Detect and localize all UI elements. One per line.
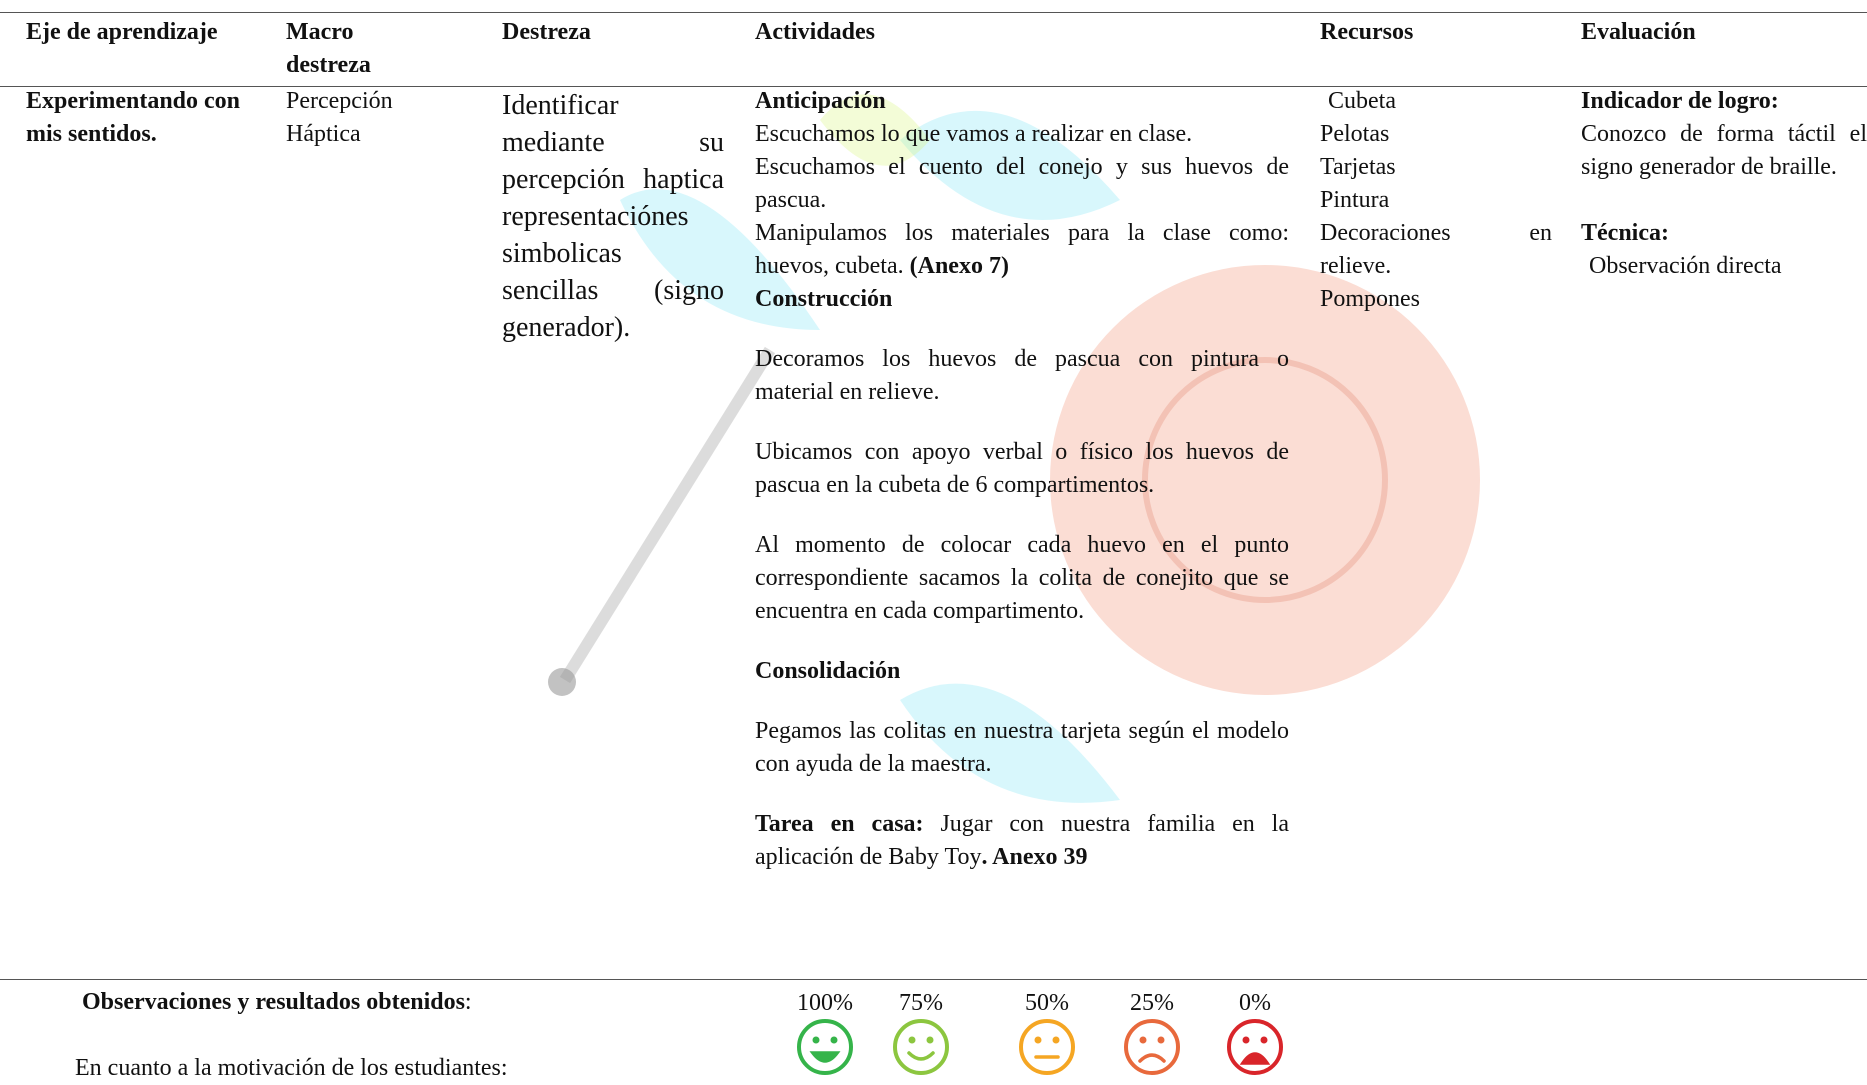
indicator-title: Indicador de logro: <box>1581 88 1779 114</box>
scale-label: 25% <box>1130 990 1174 1016</box>
mouth <box>907 1051 935 1061</box>
motivation: En cuanto a la motivación de los estudia… <box>75 1055 508 1081</box>
header-cell: Actividades <box>755 19 875 45</box>
colon: : <box>464 989 472 1015</box>
observations-title: Observaciones y resultados obtenidos: <box>82 986 472 1019</box>
eye <box>926 1036 934 1044</box>
resource: Pompones <box>1320 286 1421 312</box>
section-title: Construcción <box>755 286 893 312</box>
eye <box>830 1036 838 1044</box>
face-outline <box>1019 1019 1075 1075</box>
paragraph: Decoramos los huevos de pascua con pintu… <box>755 346 1289 405</box>
mouth <box>1239 1052 1271 1065</box>
scale-label: 100% <box>797 990 853 1016</box>
paragraph: Ubicamos con apoyo verbal o físico los h… <box>755 439 1289 498</box>
resource: Tarjetas <box>1320 154 1396 180</box>
paragraph: Pegamos las colitas en nuestra tarjeta s… <box>755 718 1289 777</box>
paragraph: Al momento de colocar cada huevo en el p… <box>755 532 1289 624</box>
face-outline <box>1227 1019 1283 1075</box>
resource: Pintura <box>1320 187 1390 213</box>
face <box>1124 1019 1180 1075</box>
scale-label: 0% <box>1239 990 1271 1016</box>
eye <box>1052 1036 1060 1044</box>
paragraph: Manipulamos los materiales para la clase… <box>755 220 1289 279</box>
resource: relieve. <box>1320 253 1392 279</box>
paragraph: Escuchamos el cuento del conejo y sus hu… <box>755 154 1289 213</box>
paragraph: Jugar con nuestra familia en la aplicaci… <box>755 811 1289 870</box>
paragraph: Escuchamos lo que vamos a realizar en cl… <box>755 121 1193 147</box>
section-title: Consolidación <box>755 658 901 684</box>
annex: (Anexo 7) <box>909 253 1009 279</box>
header-cell: Destreza <box>502 19 591 45</box>
eye <box>1034 1036 1042 1044</box>
face <box>1019 1019 1075 1075</box>
eye <box>1139 1036 1147 1044</box>
eye <box>908 1036 916 1044</box>
actividades: Anticipación Escuchamos lo que vamos a r… <box>755 85 1289 874</box>
face <box>1227 1019 1283 1075</box>
observations-label: Observaciones y resultados obtenidos <box>82 989 465 1015</box>
mouth <box>1138 1053 1166 1063</box>
task-label: Tarea en casa: <box>755 811 924 837</box>
face <box>797 1019 853 1075</box>
resource: Pelotas <box>1320 121 1390 147</box>
eye <box>1260 1036 1268 1044</box>
resource: Decoraciones en <box>1320 220 1552 246</box>
bottom-rule <box>0 979 1867 980</box>
face <box>893 1019 949 1075</box>
face-outline <box>1124 1019 1180 1075</box>
technique-title: Técnica: <box>1581 220 1669 246</box>
header-cell: Eje de aprendizaje <box>26 19 218 45</box>
header-cell: Macro destreza <box>286 19 371 78</box>
eye <box>1242 1036 1250 1044</box>
scale-label: 50% <box>1025 990 1069 1016</box>
eye <box>1157 1036 1165 1044</box>
evaluacion: Indicador de logro: Conozco de forma tác… <box>1581 85 1867 283</box>
face-outline <box>797 1019 853 1075</box>
header-rule <box>0 86 1867 87</box>
header-cell: Evaluación <box>1581 19 1696 45</box>
technique: Observación directa <box>1589 253 1782 279</box>
resource: Cubeta <box>1328 88 1396 114</box>
annex: . Anexo 39 <box>981 844 1088 870</box>
header-cell: Recursos <box>1320 19 1414 45</box>
indicator: Conozco de forma táctil el signo generad… <box>1581 121 1867 180</box>
mouth <box>809 1051 841 1063</box>
face-outline <box>893 1019 949 1075</box>
macro: Percepción Háptica <box>286 88 393 147</box>
destreza: Identificar mediante su percepción hapti… <box>502 90 724 343</box>
recursos: Cubeta Pelotas Tarjetas Pintura Decoraci… <box>1320 85 1552 316</box>
section-title: Anticipación <box>755 88 886 114</box>
eje: Experimentando con mis sentidos. <box>26 88 241 147</box>
top-rule <box>0 12 1867 13</box>
scale-label: 75% <box>899 990 943 1016</box>
eye <box>812 1036 820 1044</box>
